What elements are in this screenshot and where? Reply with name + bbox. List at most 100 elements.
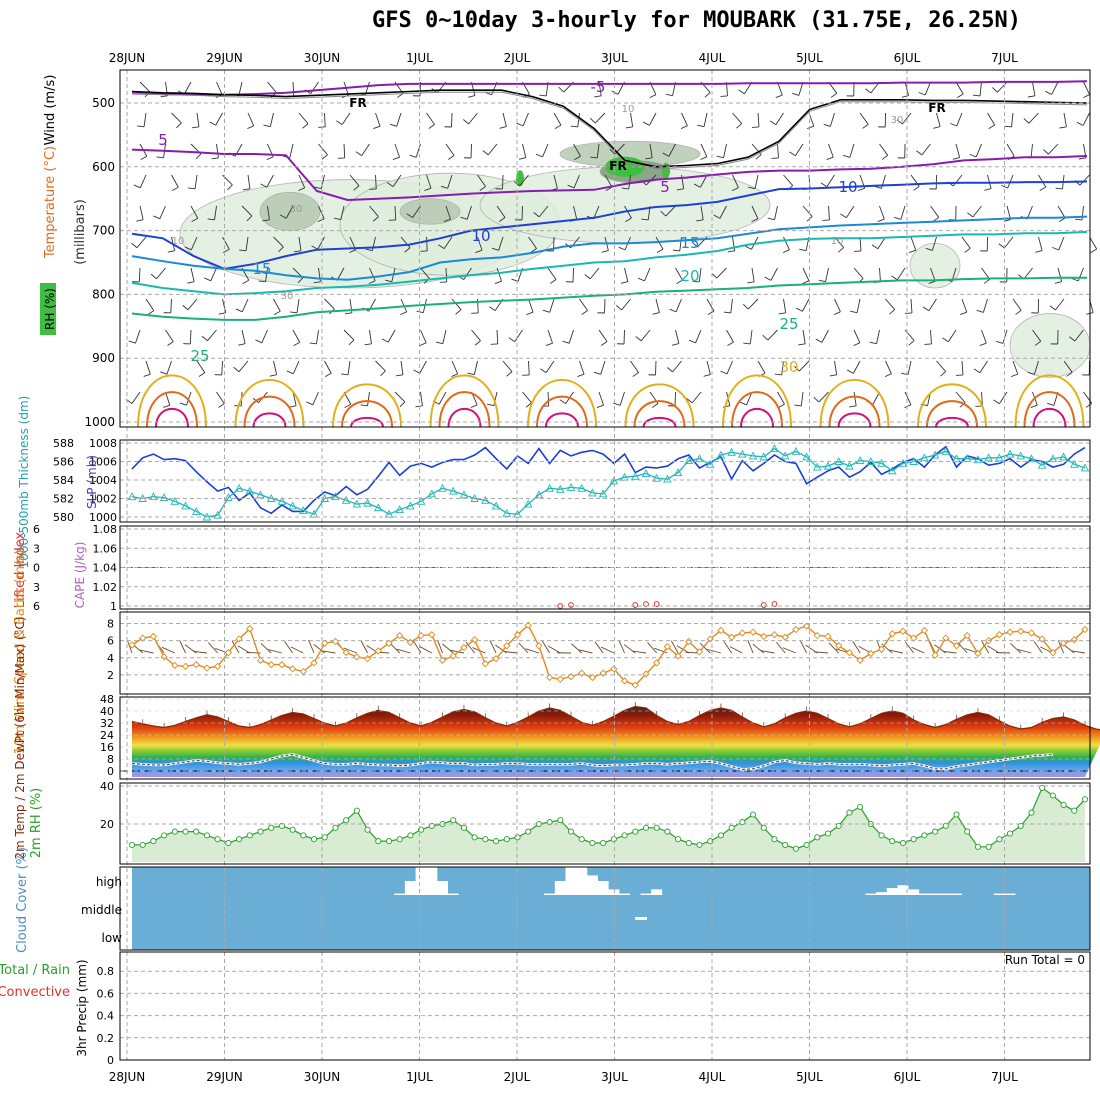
upper-wind-barb [621,298,631,311]
rh-marker [278,822,285,829]
upper-wind-barb [292,391,297,406]
thickness-marker [331,492,340,501]
thickness-marker [738,449,747,458]
upper-wind-barb-flag [218,312,226,315]
upper-wind-barb [845,205,855,218]
upper-wind-barb-flag [269,374,277,377]
upper-wind-barb-flag [700,156,708,161]
upper-wind-barb [1011,112,1014,127]
upper-wind-barb [930,267,936,282]
surface-wind-barb [313,644,326,654]
upper-wind-barb [853,329,861,343]
cloud-cover-bar [635,917,647,920]
thickness-marker [352,499,362,508]
rh-marker [343,817,350,824]
wind-speed-marker [460,643,468,652]
thickness-marker [545,483,554,492]
upper-wind-barb [261,329,268,343]
upper-wind-barb-flag [871,244,879,250]
rh-tick-label: 20 [100,818,114,831]
upper-wind-barb [961,360,964,375]
thickness-marker [277,496,287,505]
cloud-cover-bar [586,875,598,895]
upper-wind-barb-flag [460,216,468,220]
warm-isotherm-loop [137,374,207,428]
upper-wind-barb [630,112,634,127]
upper-wind-barb-flag [665,93,673,97]
wind-speed-marker [845,649,854,657]
upper-wind-barb [573,174,580,189]
cape-tick-label: 1.02 [93,581,118,594]
upper-wind-barb [1077,267,1084,282]
upper-wind-barb [1028,112,1039,124]
upper-wind-barb [273,236,284,248]
slp-tick-label: 1004 [89,474,117,487]
upper-wind-barb-flag [262,219,270,222]
precip-tick-label: 0.2 [97,1032,115,1045]
wind-speed-marker [599,669,607,677]
upper-wind-barb [343,143,346,159]
upper-wind-barb [930,205,940,218]
surface-wind-barb [489,640,497,654]
upper-wind-barb-flag [751,218,759,223]
upper-wind-barb [318,267,321,282]
thickness-marker [877,458,886,467]
wind-speed-marker [471,636,479,644]
rh-marker [696,841,703,848]
upper-wind-barb-flag [743,342,751,345]
upper-wind-barb [183,81,192,95]
wind-speed-marker [620,677,629,685]
upper-wind-barb-flag [467,95,475,98]
upper-wind-barb-flag [703,374,711,377]
upper-wind-barb [825,267,829,282]
li-axis-label: Lifted Index [13,531,28,608]
rh-marker [332,824,339,831]
upper-wind-barb-flag [865,88,872,94]
rh-marker [450,817,457,824]
upper-wind-barb [904,81,910,96]
upper-wind-barb [221,360,223,376]
upper-wind-barb-flag [526,311,534,315]
upper-wind-barb [1006,143,1015,157]
surface-wind-barb [419,646,433,654]
rh-marker [300,832,307,839]
upper-wind-barb-flag [918,91,926,96]
upper-wind-barb-flag [742,303,749,310]
upper-wind-barb-flag [956,93,964,98]
upper-wind-barb [834,298,841,312]
wind-speed-marker [653,659,661,667]
upper-wind-barb-flag [877,218,885,222]
upper-wind-barb-flag [796,307,803,312]
upper-wind-barb-flag [618,246,626,251]
thickness-marker [984,453,993,462]
upper-wind-barb [519,174,529,187]
thickness-marker [759,452,769,461]
upper-wind-barb [165,329,174,342]
freezing-level-label: FR [349,96,366,110]
upper-wind-barb-flag [1034,340,1041,346]
date-tick-label-bottom: 4JUL [699,1070,726,1084]
upper-wind-barb [802,267,810,281]
thickness-marker [234,483,244,492]
thickness-marker [406,501,415,510]
isotherm-label: 20 [680,267,699,285]
cloud-axis-label: Cloud Cover (%) [15,847,30,953]
upper-wind-barb-flag [594,95,602,98]
isotherm-15 [131,215,1088,281]
upper-wind-barb-flag [133,184,141,189]
upper-wind-barb-flag [928,280,936,284]
upper-wind-barb-flag [365,248,373,252]
rh-marker [364,826,371,833]
rh-contour-label: 10 [172,236,185,247]
upper-wind-barb [849,143,855,158]
upper-wind-barb-flag [992,87,998,93]
rh-area [132,787,1085,862]
upper-wind-barb [210,267,217,281]
temp-line [131,705,1100,731]
upper-wind-barb-flag [688,339,696,344]
upper-wind-barb [877,236,886,249]
wind-tick-label: 2 [107,669,114,682]
rh-marker [985,843,992,850]
wind-speed-marker [867,649,875,658]
upper-wind-barb [930,329,932,344]
